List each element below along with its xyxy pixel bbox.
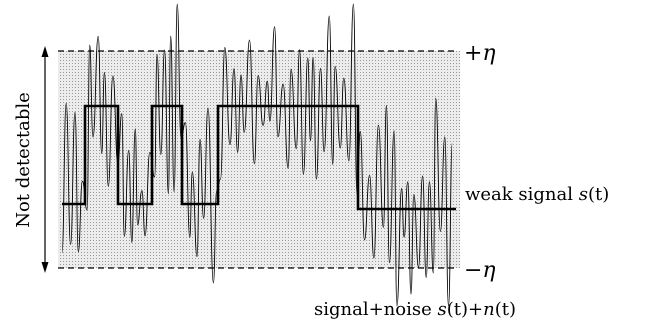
signal-plus-noise-trace — [61, 3, 453, 307]
not-detectable-label: Not detectable — [13, 92, 34, 228]
signal-plus-noise-label: signal+noise s(t)+n(t) — [314, 299, 516, 320]
upper-threshold-label: +η — [464, 41, 496, 66]
band-height-arrow — [41, 46, 49, 273]
lower-threshold-label: −η — [464, 258, 496, 283]
weak-signal-trace — [62, 104, 456, 211]
weak-signal-label: weak signal s(t) — [465, 184, 609, 205]
